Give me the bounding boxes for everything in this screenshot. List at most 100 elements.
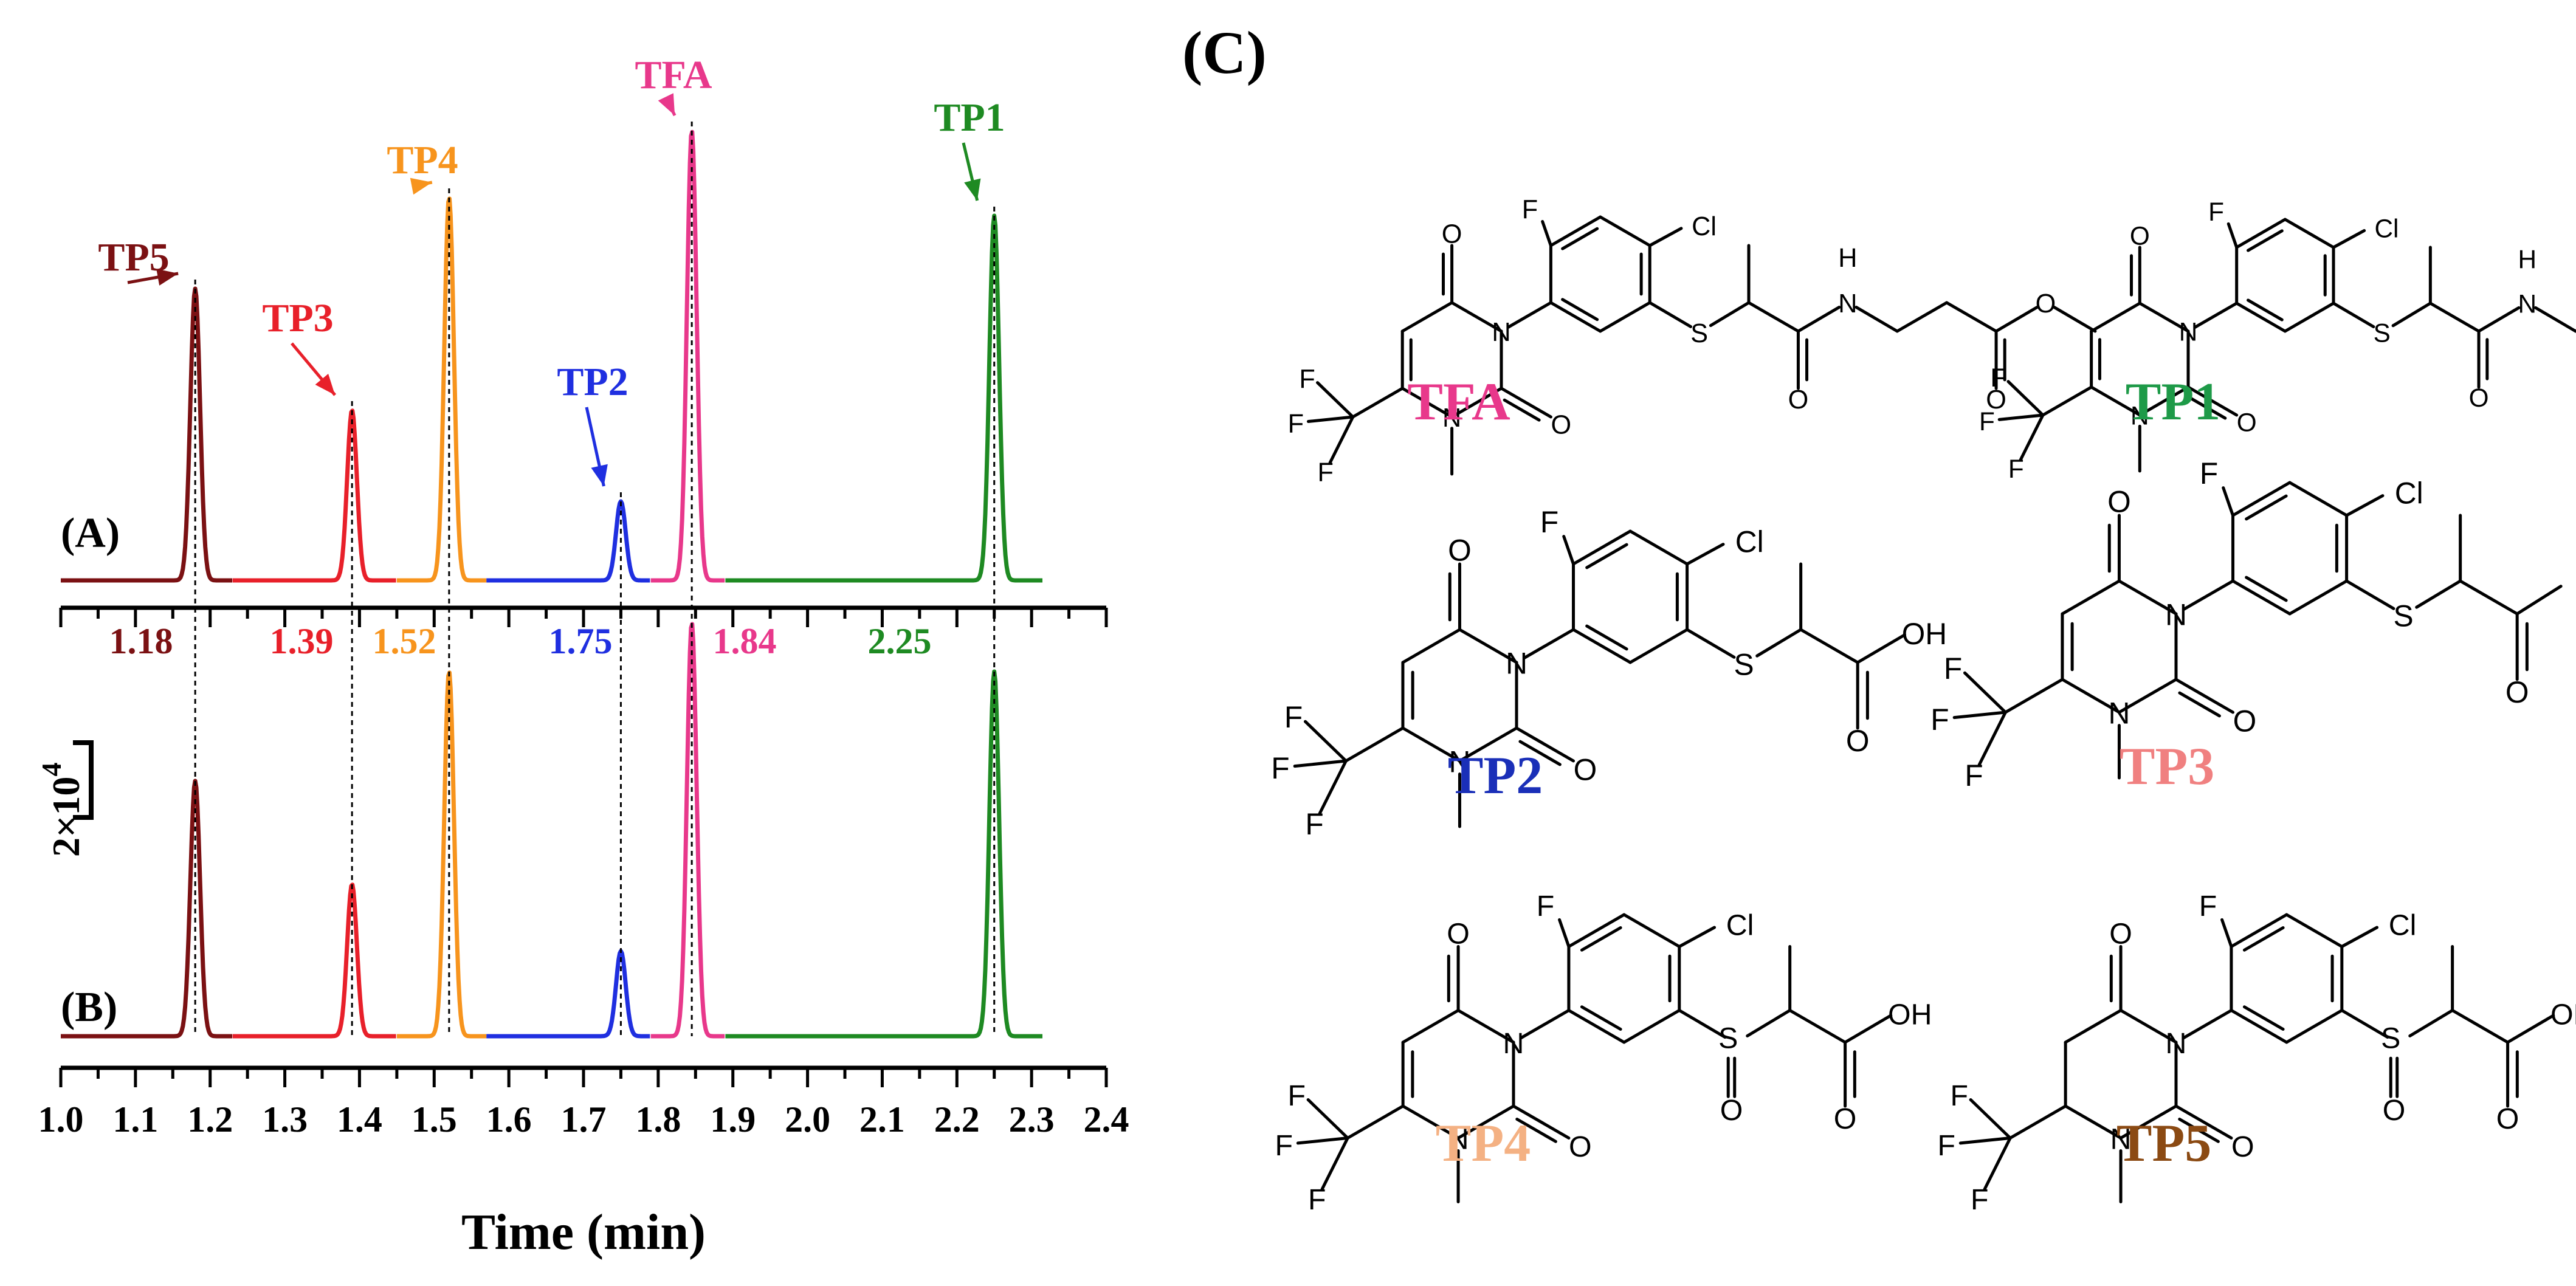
bond (1401, 628, 1461, 664)
trace-b-tfa (649, 622, 726, 1039)
atom-label: F (1317, 458, 1333, 487)
atom-text: O (1442, 219, 1462, 249)
bond (1628, 529, 1689, 566)
bond (2053, 306, 2097, 333)
bond (2064, 1104, 2123, 1140)
bond (1796, 306, 1841, 333)
bond (1855, 306, 1899, 333)
double-bond (1580, 926, 1622, 952)
bond (1997, 413, 2045, 421)
retention-time-label: 1.84 (713, 621, 777, 661)
atom-label: O (2036, 289, 2056, 318)
bond (2288, 579, 2349, 616)
double-bond (1561, 227, 1599, 250)
bond (2230, 1009, 2288, 1044)
trace-a-tp2 (485, 499, 651, 583)
peak-label: TP4 (387, 138, 458, 182)
peak-arrow-head (658, 93, 675, 115)
atom-label: N (2109, 696, 2130, 730)
retention-time-label: 1.75 (549, 621, 613, 661)
bond (1963, 671, 2007, 714)
peak-arrow-head (591, 464, 608, 486)
bond (1400, 387, 1454, 419)
atom-label: S (2394, 599, 2414, 633)
bond (1969, 1098, 2012, 1140)
x-tick-label: 1.5 (412, 1099, 457, 1140)
bond (2345, 579, 2395, 610)
bond (1622, 913, 1681, 948)
bond (1686, 628, 1736, 659)
double-bond (1580, 1005, 1622, 1031)
peak-arrow-head (410, 177, 432, 195)
atom-label: F (2208, 198, 2224, 226)
bond (1599, 301, 1651, 333)
atom-text: N (2110, 1123, 2132, 1155)
bond (1303, 720, 1348, 763)
atom-label: F (1937, 1129, 1955, 1162)
bond (2288, 481, 2349, 517)
atom-text: O (2109, 917, 2132, 950)
bond (1401, 1104, 1460, 1140)
atom-label: F (1979, 407, 1995, 436)
atom-text: O (1788, 385, 1809, 414)
bond (2138, 385, 2190, 417)
atom-text: Cl (1726, 909, 1754, 942)
bond (2182, 1009, 2233, 1040)
atom-text: O (1834, 1102, 1857, 1135)
atom-text: O (2469, 383, 2489, 412)
bond (1567, 1009, 1626, 1044)
atom-text: O (2036, 289, 2056, 318)
bond (1520, 1009, 1571, 1040)
trace-b-tp3 (231, 882, 398, 1039)
atom-text: F (1971, 1183, 1989, 1216)
bond (2283, 301, 2335, 333)
bond (2117, 678, 2178, 714)
double-bond (2247, 229, 2284, 252)
bond (2235, 218, 2287, 249)
double-bond (1585, 543, 1628, 569)
atom-text: N (1492, 318, 1510, 347)
atom-text: Cl (2374, 214, 2399, 242)
trace-a-tp4 (396, 196, 487, 583)
double-bond (2242, 1005, 2285, 1031)
trace-label: (A) (61, 510, 120, 557)
atom-label: Cl (2374, 214, 2399, 242)
atom-text: N (1449, 744, 1471, 779)
bond (1506, 301, 1552, 329)
atom-label: O (1846, 724, 1870, 758)
atom-label: H (1838, 244, 1857, 273)
atom-text: O (2505, 675, 2529, 709)
compound-name: TP1 (2126, 373, 2220, 432)
bond (2391, 301, 2432, 328)
double-bond (2245, 576, 2288, 602)
atom-text: OH (1888, 999, 1932, 1031)
atom-label: N (1506, 646, 1527, 680)
bond (1977, 710, 2007, 766)
atom-text: O (1574, 752, 1597, 786)
scale-bar-part: 2 (44, 837, 88, 857)
bond (1945, 301, 1998, 333)
atom-text: S (2381, 1022, 2400, 1054)
atom-text: F (1271, 751, 1289, 785)
atom-text: F (1284, 700, 1303, 734)
atom-label: O (1447, 917, 1470, 950)
atom-label: F (1540, 505, 1558, 539)
molecule-tp1: FFFOONNFClSONHOOH (1979, 198, 2576, 483)
compound-name: TP4 (1436, 1114, 1531, 1173)
trace-a-tp3 (231, 408, 398, 583)
bond (1678, 926, 1717, 948)
bond (2222, 486, 2235, 517)
bond (2064, 1009, 2123, 1044)
bond (2408, 1009, 2454, 1037)
peak-label: TP2 (557, 360, 628, 404)
bond (2332, 229, 2366, 249)
atom-text: F (1275, 1129, 1293, 1162)
bond (1628, 628, 1689, 664)
bond (1572, 529, 1632, 566)
atom-text: O (2496, 1102, 2519, 1135)
atom-text: F (1317, 458, 1333, 487)
double-bond (2245, 494, 2288, 521)
atom-text: S (2374, 318, 2391, 347)
bond (1346, 1104, 1405, 1140)
